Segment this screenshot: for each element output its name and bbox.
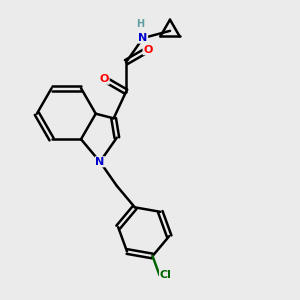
Text: O: O <box>100 74 109 84</box>
Text: Cl: Cl <box>160 270 171 280</box>
Text: N: N <box>95 157 105 167</box>
Text: N: N <box>138 33 148 43</box>
Text: O: O <box>143 45 152 55</box>
Text: H: H <box>136 19 145 28</box>
